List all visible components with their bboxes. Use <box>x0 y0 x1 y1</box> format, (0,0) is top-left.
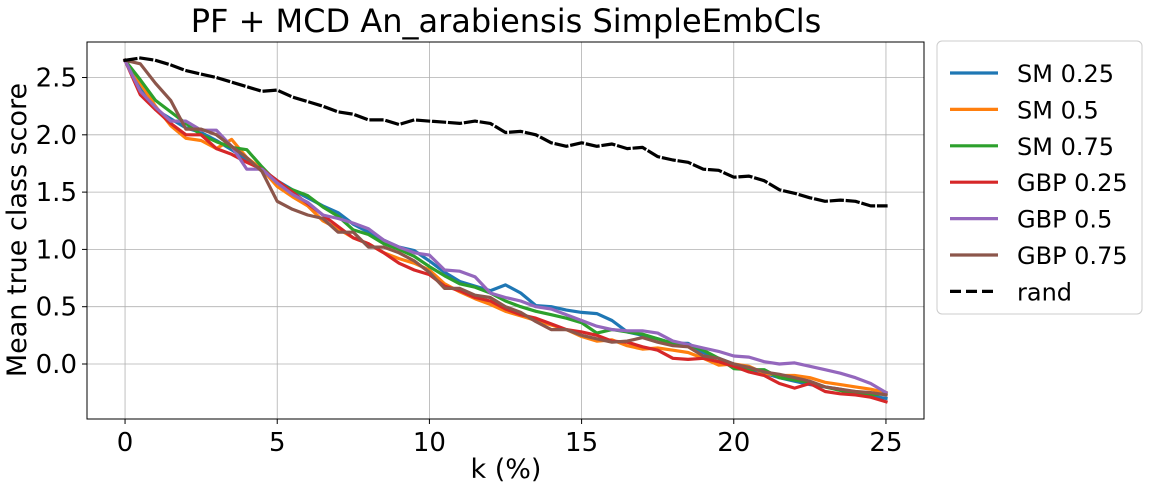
y-tick-label: 0.5 <box>36 293 77 323</box>
legend-label: rand <box>1017 278 1072 306</box>
y-tick-label: 1.5 <box>36 178 77 208</box>
y-tick-label: 2.5 <box>36 64 77 94</box>
plot-lines <box>122 56 889 404</box>
axis-ticks: 0 5 10 15 20 25 0.0 0.5 1.0 1.5 2.0 2.5 <box>36 64 903 458</box>
x-tick-label: 0 <box>117 428 134 458</box>
y-tick-label: 1.0 <box>36 235 77 265</box>
series-line-gbp-0-25 <box>122 58 888 404</box>
x-tick-label: 10 <box>413 428 446 458</box>
series-line-sm-0-5 <box>122 58 888 395</box>
legend-label: GBP 0.25 <box>1017 169 1128 197</box>
y-tick-label: 2.0 <box>36 121 77 151</box>
legend: SM 0.25 SM 0.5 SM 0.75 GBP 0.25 GBP 0.5 GBP 0… <box>936 40 1143 315</box>
chart-title: PF + MCD An_arabiensis SimpleEmbCls <box>191 2 822 40</box>
series-line-gbp-0-75 <box>123 58 888 397</box>
x-tick-label: 15 <box>565 428 598 458</box>
x-tick-label: 5 <box>269 428 286 458</box>
y-tick-label: 0.0 <box>36 350 77 380</box>
series-line-sm-0-75 <box>122 58 888 397</box>
legend-label: SM 0.5 <box>1017 96 1099 124</box>
x-tick-label: 20 <box>717 428 750 458</box>
plot-frame <box>86 41 925 420</box>
series-line-gbp-0-5 <box>122 58 889 395</box>
series-line-sm-0-25 <box>122 58 888 401</box>
y-axis-label: Mean true class score <box>2 83 33 377</box>
legend-label: GBP 0.5 <box>1017 206 1112 234</box>
x-axis-label: k (%) <box>471 454 542 485</box>
legend-label: SM 0.25 <box>1017 60 1114 88</box>
legend-label: GBP 0.75 <box>1017 242 1128 270</box>
x-tick-label: 25 <box>869 428 902 458</box>
series-line-rand <box>123 56 888 208</box>
legend-label: SM 0.75 <box>1017 133 1114 161</box>
